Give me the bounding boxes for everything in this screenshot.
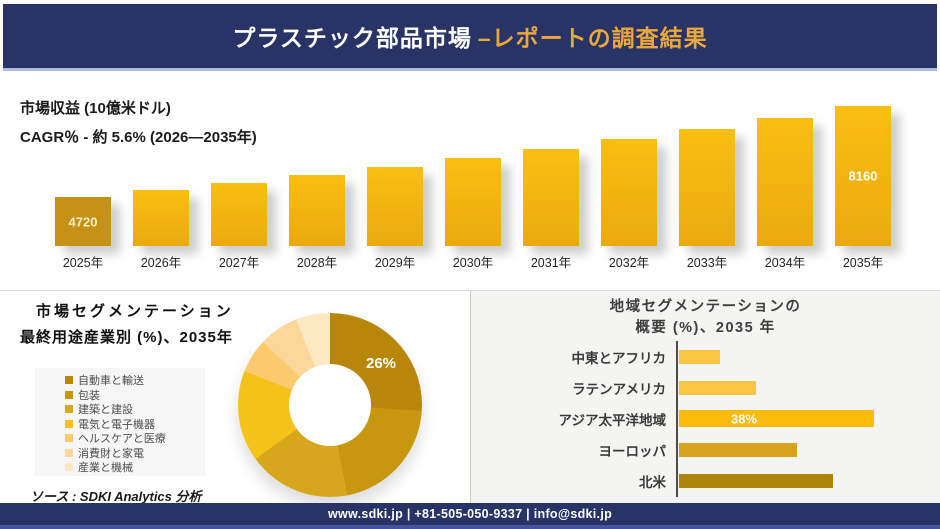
region-bar-ラテンアメリカ [679,380,756,395]
revenue-metric-label: 市場収益 (10億米ドル) [20,100,171,117]
revenue-bar-2027年 [211,182,267,246]
segmentation-legend: 自動車と輸送 包装建築と建設電気と電子機器 ヘルスケアと医療 消費財と家電 産業と機械 [35,368,205,476]
year-label-2028年: 2028年 [296,256,338,270]
revenue-bar-2034年 [757,118,813,246]
year-label-2029年: 2029年 [374,256,416,270]
legend-item-2: 包装 [65,388,205,402]
year-label-2027年: 2027年 [218,256,260,270]
region-bar-北米 [679,473,833,488]
year-label-2034年: 2034年 [764,256,806,270]
legend-swatch-icon [65,376,73,384]
region-label: アジア太平洋地域 [558,412,666,428]
regional-chart-title: 地域セグメンテーションの 概要 (%)、2035 年 [471,297,940,339]
region-bar-value: 38% [731,411,758,426]
revenue-bar-slot-2028年 [278,106,356,246]
revenue-bar-slot-2031年 [512,106,590,246]
legend-item-7: 産業と機械 [65,460,205,474]
year-label-2025年: 2025年 [62,256,104,270]
legend-swatch-icon [65,448,73,457]
revenue-bar-value-2025年: 4720 [68,214,98,229]
legend-label: 消費財と家電 [78,447,144,460]
revenue-bar-slot-2033年 [668,106,746,246]
revenue-bar-slot-2025年: 4720 [44,106,122,246]
footer-banner: www.sdki.jp | +81-505-050-9337 | info@sd… [0,503,940,529]
revenue-year-axis: 2025年 2026年 2027年 2028年 2029年 2030年 2031年 2032年… [44,252,902,271]
year-label-2035年: 2035年 [842,256,884,270]
legend-swatch-icon [65,463,73,471]
revenue-bar-slot-2032年 [590,106,668,246]
region-label: 中東とアフリカ [571,350,667,366]
year-label-2033年: 2033年 [686,256,728,270]
segmentation-subtitle: 最終用途産業別 (%)、2035年 [20,329,233,346]
year-label-2031年: 2031年 [530,256,572,270]
legend-item-3: 建築と建設 [65,402,205,416]
page-title-main: プラスチック部品市場 [232,25,472,51]
legend-label: 自動車と輸送 [78,375,144,387]
region-label: 北米 [639,474,666,490]
header-banner: プラスチック部品市場 –レポートの調査結果 [3,4,937,71]
regional-chart-title-line1: 地域セグメンテーションの [609,299,802,315]
source-note: ソース : SDKI Analytics 分析 [30,489,202,504]
segmentation-donut-chart: 26% [238,313,422,497]
revenue-bar-2032年 [601,139,657,246]
revenue-bar-2033年 [679,128,735,246]
revenue-bar-slot-2034年 [746,106,824,246]
regional-chart-axis [676,341,678,497]
revenue-bar-2026年 [133,190,189,246]
legend-item-6: 消費財と家電 [65,446,205,460]
donut-hole [289,364,371,446]
regional-panel-background [471,291,940,507]
legend-label: 産業と機械 [78,462,133,474]
revenue-bar-slot-2030年 [434,106,512,246]
legend-swatch-icon [65,405,73,413]
regional-bar-chart: 中東とアフリカ ラテンアメリカアジア太平洋地域 38% ヨーロッパ北米 [471,341,940,497]
revenue-bar-slot-2026年 [122,106,200,246]
revenue-bar-slot-2027年 [200,106,278,246]
region-row-中東とアフリカ: 中東とアフリカ [471,341,940,372]
region-row-ラテンアメリカ: ラテンアメリカ [471,372,940,403]
legend-label: 包装 [78,389,100,402]
footer-contact: www.sdki.jp | +81-505-050-9337 | info@sd… [327,507,613,521]
year-label-2032年: 2032年 [608,256,650,270]
page-title: プラスチック部品市場 –レポートの調査結果 [232,19,707,53]
cagr-label: CAGR％ - 約 5.6% (2026―2035年) [20,129,257,146]
revenue-bar-2025年: 4720 [55,197,111,246]
legend-item-1: 自動車と輸送 [65,373,205,387]
revenue-bar-2030年 [445,157,501,246]
revenue-bar-slot-2029年 [356,106,434,246]
legend-label: ヘルスケアと医療 [78,433,166,445]
vertical-divider [470,291,471,507]
year-label-2026年: 2026年 [140,256,182,270]
region-bar-ヨーロッパ [679,442,797,457]
revenue-bar-chart: 4720 8160 [44,106,902,246]
legend-item-4: 電気と電子機器 [65,417,205,431]
legend-label: 電気と電子機器 [78,418,155,431]
legend-swatch-icon [65,390,73,399]
horizontal-divider [0,290,940,291]
region-label: ラテンアメリカ [572,381,666,397]
region-row-北米: 北米 [471,465,940,496]
region-label: ヨーロッパ [598,443,667,459]
region-row-ヨーロッパ: ヨーロッパ [471,434,940,465]
revenue-bar-2031年 [523,148,579,246]
revenue-bar-2035年: 8160 [835,106,891,246]
region-row-アジア太平洋地域: アジア太平洋地域 38% [471,403,940,434]
segmentation-title: 市場セグメンテーション [36,303,234,320]
revenue-bar-2029年 [367,166,423,246]
revenue-bar-slot-2035年: 8160 [824,106,902,246]
regional-chart-title-line2: 概要 (%)、2035 年 [635,320,776,336]
revenue-bar-2028年 [289,174,345,246]
legend-swatch-icon [65,434,73,442]
donut-slice-value: 26% [365,355,397,372]
legend-swatch-icon [65,419,73,428]
page-title-accent: –レポートの調査結果 [477,25,708,51]
legend-item-5: ヘルスケアと医療 [65,431,205,445]
region-bar-中東とアフリカ [679,349,720,364]
region-bar-アジア太平洋地域: 38% [679,410,874,427]
year-label-2030年: 2030年 [452,256,494,270]
legend-label: 建築と建設 [78,404,133,416]
revenue-bar-value-2035年: 8160 [848,168,878,184]
